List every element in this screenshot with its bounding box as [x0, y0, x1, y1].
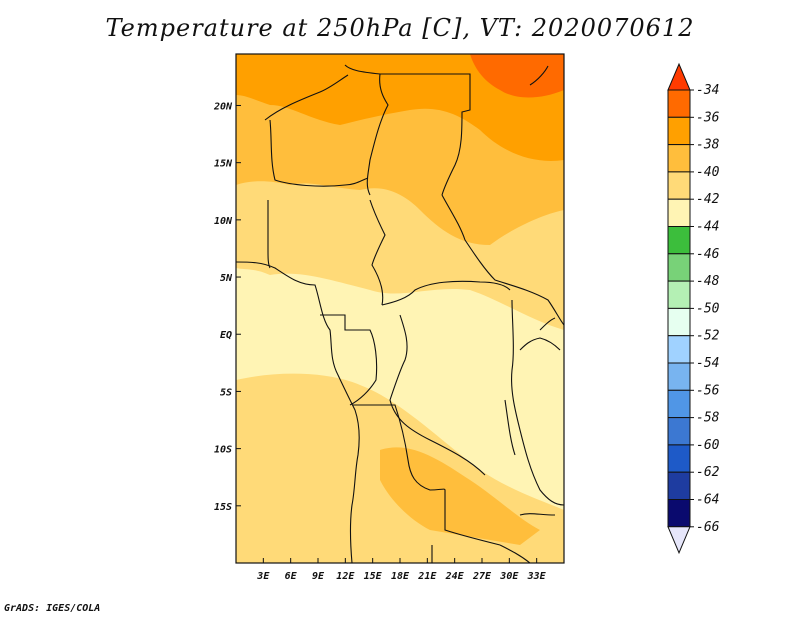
colorbar-label: -64 [696, 493, 719, 508]
x-tick-label: 30E [499, 571, 519, 582]
colorbar-swatch [667, 335, 691, 364]
colorbar-swatch [667, 307, 691, 337]
colorbar-label: -34 [696, 83, 719, 98]
x-tick-label: 12E [336, 571, 355, 582]
x-tick-label: 6E [285, 571, 298, 582]
colorbar-label: -56 [696, 383, 720, 398]
colorbar-swatch [667, 389, 691, 419]
colorbar-label: -40 [696, 165, 720, 180]
y-tick-label: 10S [214, 445, 232, 456]
colorbar-swatch [667, 116, 691, 146]
y-tick-label: 20N [213, 101, 233, 112]
x-tick-label: 18E [391, 571, 410, 582]
x-tick-label: 33E [527, 571, 547, 582]
chart-title: Temperature at 250hPa [C], VT: 202007061… [105, 14, 695, 42]
colorbar-swatch [667, 362, 691, 391]
colorbar-label: -52 [696, 329, 720, 344]
colorbar-label: -44 [696, 220, 719, 235]
x-tick-label: 24E [445, 571, 465, 582]
colorbar-label: -42 [696, 192, 720, 207]
x-tick-label: 9E [312, 571, 325, 582]
y-tick-label: 5S [220, 387, 232, 398]
colorbar-label: -54 [696, 356, 719, 371]
colorbar-label: -66 [696, 520, 720, 535]
colorbar-label: -46 [696, 247, 720, 262]
x-tick-label: 21E [417, 571, 437, 582]
colorbar-top-arrow [667, 62, 691, 91]
grads-credit: GrADS: IGES/COLA [4, 603, 101, 614]
y-tick-label: 15N [214, 159, 233, 170]
colorbar-swatch [667, 198, 691, 227]
colorbar-label: -50 [696, 301, 720, 316]
y-tick-label: 15S [214, 502, 232, 513]
x-axis-ticks: 3E 6E 9E 12E 15E 18E 21E 24E 27E 30E 33E [256, 558, 547, 582]
colorbar-swatch [667, 253, 691, 282]
y-tick-label: EQ [220, 330, 232, 341]
x-tick-label: 3E [256, 571, 270, 582]
x-tick-label: 27E [472, 571, 492, 582]
y-tick-label: 5N [220, 273, 233, 284]
x-tick-label: 15E [364, 571, 383, 582]
colorbar-swatch [667, 280, 691, 309]
colorbar-bottom-arrow [667, 526, 691, 555]
colorbar-swatch [667, 471, 691, 501]
colorbar-label: -36 [696, 110, 720, 125]
colorbar: -34 -36 -38 -40 -42 -44 -46 -48 -50 -52 -54 -56 -58 -… [667, 62, 720, 555]
country-borders [236, 64, 564, 563]
colorbar-swatch [667, 89, 691, 118]
colorbar-label: -60 [696, 438, 720, 453]
colorbar-swatch [667, 144, 691, 173]
colorbar-label: -58 [696, 411, 720, 426]
y-tick-label: 10N [214, 216, 233, 227]
y-axis-ticks: 20N 15N 10N 5N EQ 5S 10S 15S [213, 101, 241, 513]
colorbar-label: -48 [696, 274, 720, 289]
colorbar-swatch [667, 444, 691, 473]
colorbar-label: -38 [696, 138, 720, 153]
colorbar-swatch [667, 417, 691, 446]
colorbar-label: -62 [696, 465, 720, 480]
colorbar-swatch [667, 499, 691, 528]
temperature-field [236, 54, 564, 563]
colorbar-swatch [667, 171, 691, 200]
colorbar-swatch [667, 226, 691, 255]
